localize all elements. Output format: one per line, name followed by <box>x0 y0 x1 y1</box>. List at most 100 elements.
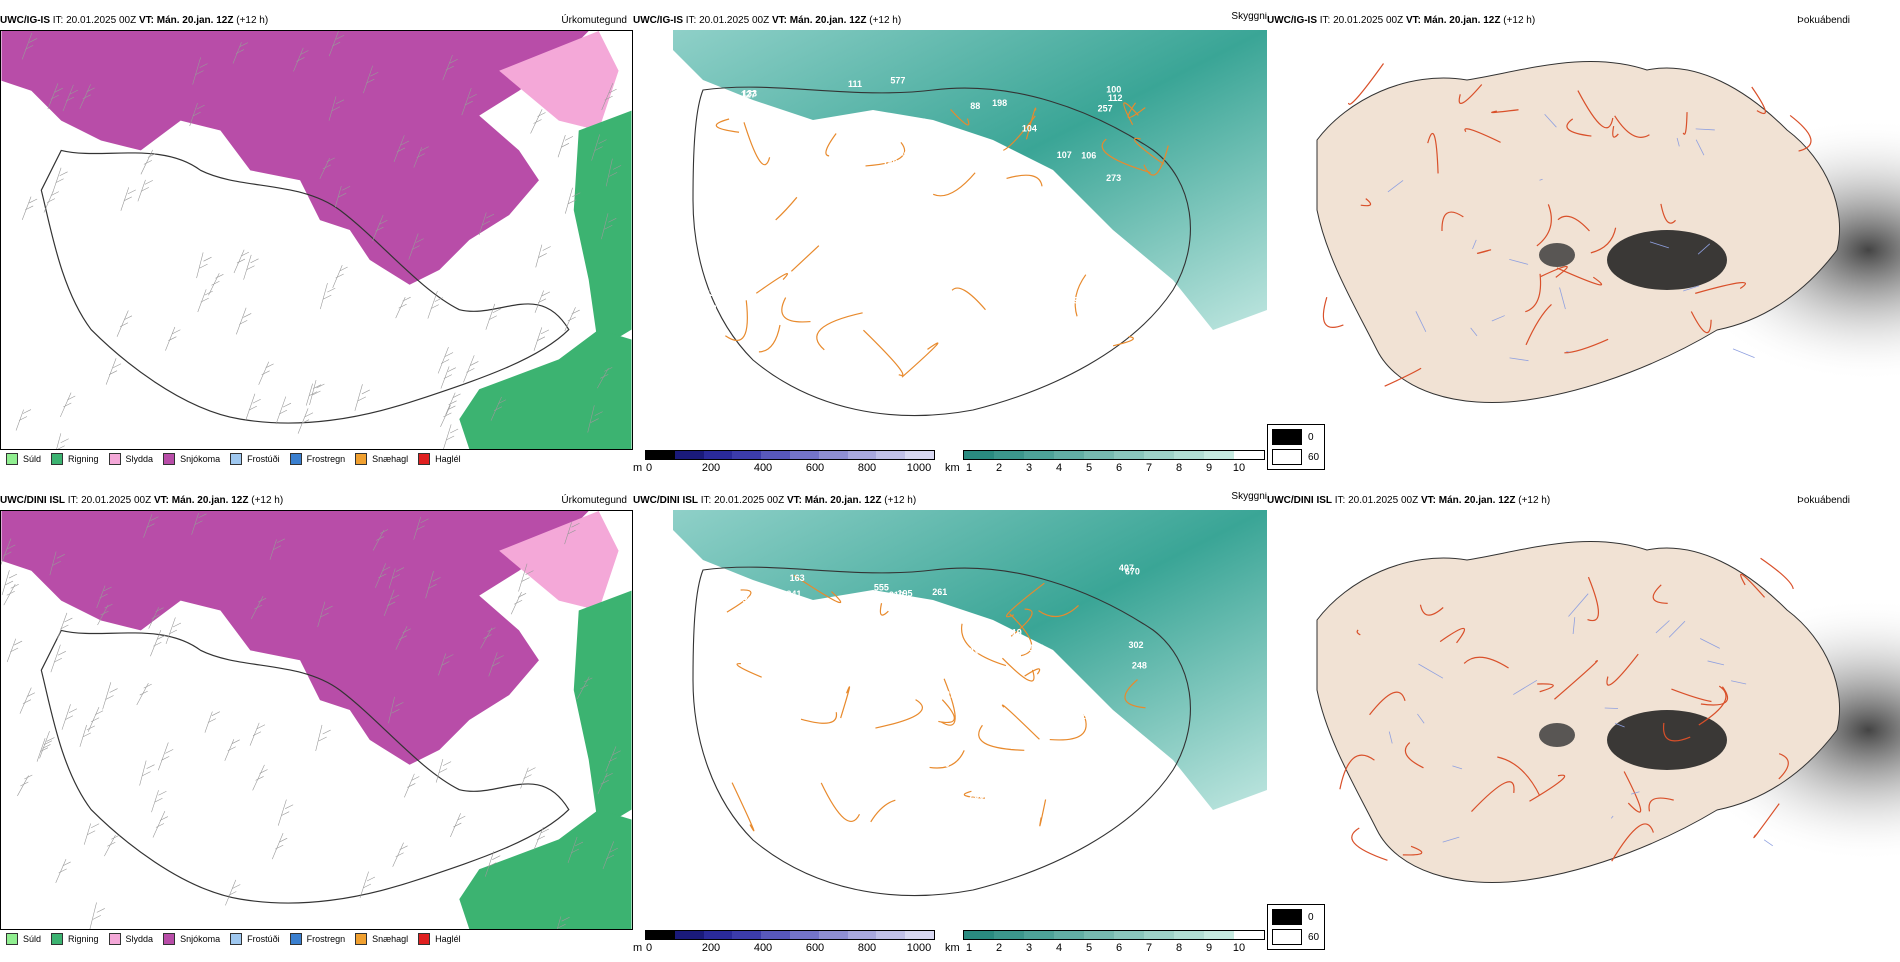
road-line <box>731 782 755 832</box>
ceiling-value-label: 198 <box>992 98 1007 108</box>
ceiling-value-label: 131 <box>1030 715 1045 725</box>
legend-item: Frostúði <box>230 933 280 945</box>
road-line <box>1101 138 1151 174</box>
legend-swatch <box>51 933 64 945</box>
wind-barb <box>137 179 153 202</box>
ceiling-value-label: 163 <box>790 573 805 583</box>
legend-swatch <box>355 933 368 945</box>
road-line <box>736 663 762 678</box>
visibility-tick: 4 <box>1055 942 1063 954</box>
panel-title: UWC/DINI ISL IT: 20.01.2025 00Z VT: Mán.… <box>633 492 916 510</box>
wind-barb <box>440 404 456 427</box>
river-line <box>1470 327 1478 337</box>
road-line <box>758 324 781 353</box>
ceiling-value-label: 304 <box>743 595 758 605</box>
panel-variable-label: Þokuábendi <box>1797 15 1850 26</box>
wind-barb <box>79 724 95 747</box>
ceiling-value-label: 219 <box>889 590 904 600</box>
wind-barb <box>297 408 314 434</box>
road-line <box>1124 679 1146 709</box>
road-line <box>978 724 1025 751</box>
ceiling-value-label: 367 <box>984 711 999 721</box>
wind-barb <box>392 842 408 867</box>
road-line <box>1590 227 1617 254</box>
wind-barb <box>277 799 294 826</box>
panel-variable-label: Úrkomutegund <box>561 495 627 506</box>
ceiling-value-label: 198 <box>1069 296 1084 306</box>
legend-label: Snjókoma <box>180 934 221 944</box>
road-line <box>1623 771 1642 813</box>
wind-barb <box>151 790 167 813</box>
wind-barb <box>245 393 261 421</box>
valid-time: VT: Mán. 20.jan. 12Z <box>138 15 234 26</box>
wind-barb <box>605 746 621 772</box>
river-line <box>1539 178 1543 181</box>
precip-legend: Súld Rigning Slydda Snjókoma Frostúði Frostre… <box>6 933 471 945</box>
ceiling-value-label: 324 <box>867 226 882 236</box>
legend-item: Haglél <box>418 453 461 465</box>
panel-variable-label: Úrkomutegund <box>561 15 627 26</box>
road-line <box>1751 86 1766 115</box>
ceiling-value-label: 72 <box>842 177 852 187</box>
ceiling-tick: 600 <box>805 942 825 954</box>
wind-barb <box>485 303 501 330</box>
wind-barb <box>534 290 551 313</box>
river-line <box>1604 707 1619 709</box>
visibility-colorbar: 1 2 3 4 5 6 7 8 9 10 km <box>945 450 1267 480</box>
ceiling-value-label: 424 <box>894 147 909 157</box>
wind-barb <box>443 424 459 449</box>
legend-label: Rigning <box>68 454 99 464</box>
ceiling-colorbar: 0 200 400 600 800 1000 m <box>633 450 943 480</box>
fog-legend: 0 60 <box>1267 904 1325 950</box>
wind-barb <box>49 551 65 576</box>
wind-barb <box>56 433 69 449</box>
wind-barb <box>104 834 120 857</box>
road-line <box>1427 132 1439 174</box>
wind-barb <box>556 916 570 929</box>
ceiling-value-label: 248 <box>1023 234 1038 244</box>
ceiling-value-label: 230 <box>704 288 719 298</box>
legend-label: Frostregn <box>306 934 346 944</box>
wind-barb <box>485 851 501 877</box>
road-line <box>1557 215 1590 232</box>
river-line <box>1472 239 1477 250</box>
wind-barb <box>478 212 495 236</box>
visibility-tick: 5 <box>1085 942 1093 954</box>
ceiling-value-label: 376 <box>1033 228 1048 238</box>
model-name: UWC/IG-IS <box>0 15 50 26</box>
wind-barb <box>480 627 496 649</box>
precip-type-panel: UWC/DINI ISL IT: 20.01.2025 00Z VT: Mán.… <box>0 492 633 962</box>
ceiling-value-label: 106 <box>1081 151 1096 161</box>
road-line <box>938 699 955 723</box>
lead-time: (+12 h) <box>1518 495 1551 506</box>
legend-swatch <box>108 933 121 945</box>
model-name: UWC/DINI ISL <box>633 495 698 506</box>
river-line <box>1417 713 1425 724</box>
wind-barb <box>564 307 580 332</box>
legend-swatch <box>355 453 368 465</box>
legend-item: Snæhagl <box>355 453 408 465</box>
wind-barb <box>61 704 78 730</box>
ceiling-value-label: 238 <box>894 627 909 637</box>
river-line <box>1697 243 1711 255</box>
ceiling-value-label: 180 <box>883 158 898 168</box>
wind-barb <box>535 244 551 268</box>
wind-barb <box>47 83 63 110</box>
wind-barb <box>530 109 546 134</box>
road-line <box>1700 686 1728 706</box>
road-line <box>1005 582 1045 618</box>
visibility-panel: UWC/IG-IS IT: 20.01.2025 00Z VT: Mán. 20… <box>633 12 1267 482</box>
fog-legend-low: 0 <box>1308 911 1314 923</box>
wind-barb <box>197 289 213 313</box>
ceiling-unit: m <box>633 942 643 954</box>
ceiling-tick: 800 <box>857 942 877 954</box>
wind-barb <box>320 282 336 310</box>
ceiling-value-label: 82 <box>869 297 879 307</box>
ceiling-tick: 200 <box>701 942 721 954</box>
wind-barb <box>225 879 241 906</box>
legend-label: Frostúði <box>247 454 280 464</box>
ceiling-value-label: 151 <box>740 623 755 633</box>
wind-barb <box>435 759 452 783</box>
wind-barb <box>62 84 79 112</box>
legend-swatch <box>163 933 176 945</box>
